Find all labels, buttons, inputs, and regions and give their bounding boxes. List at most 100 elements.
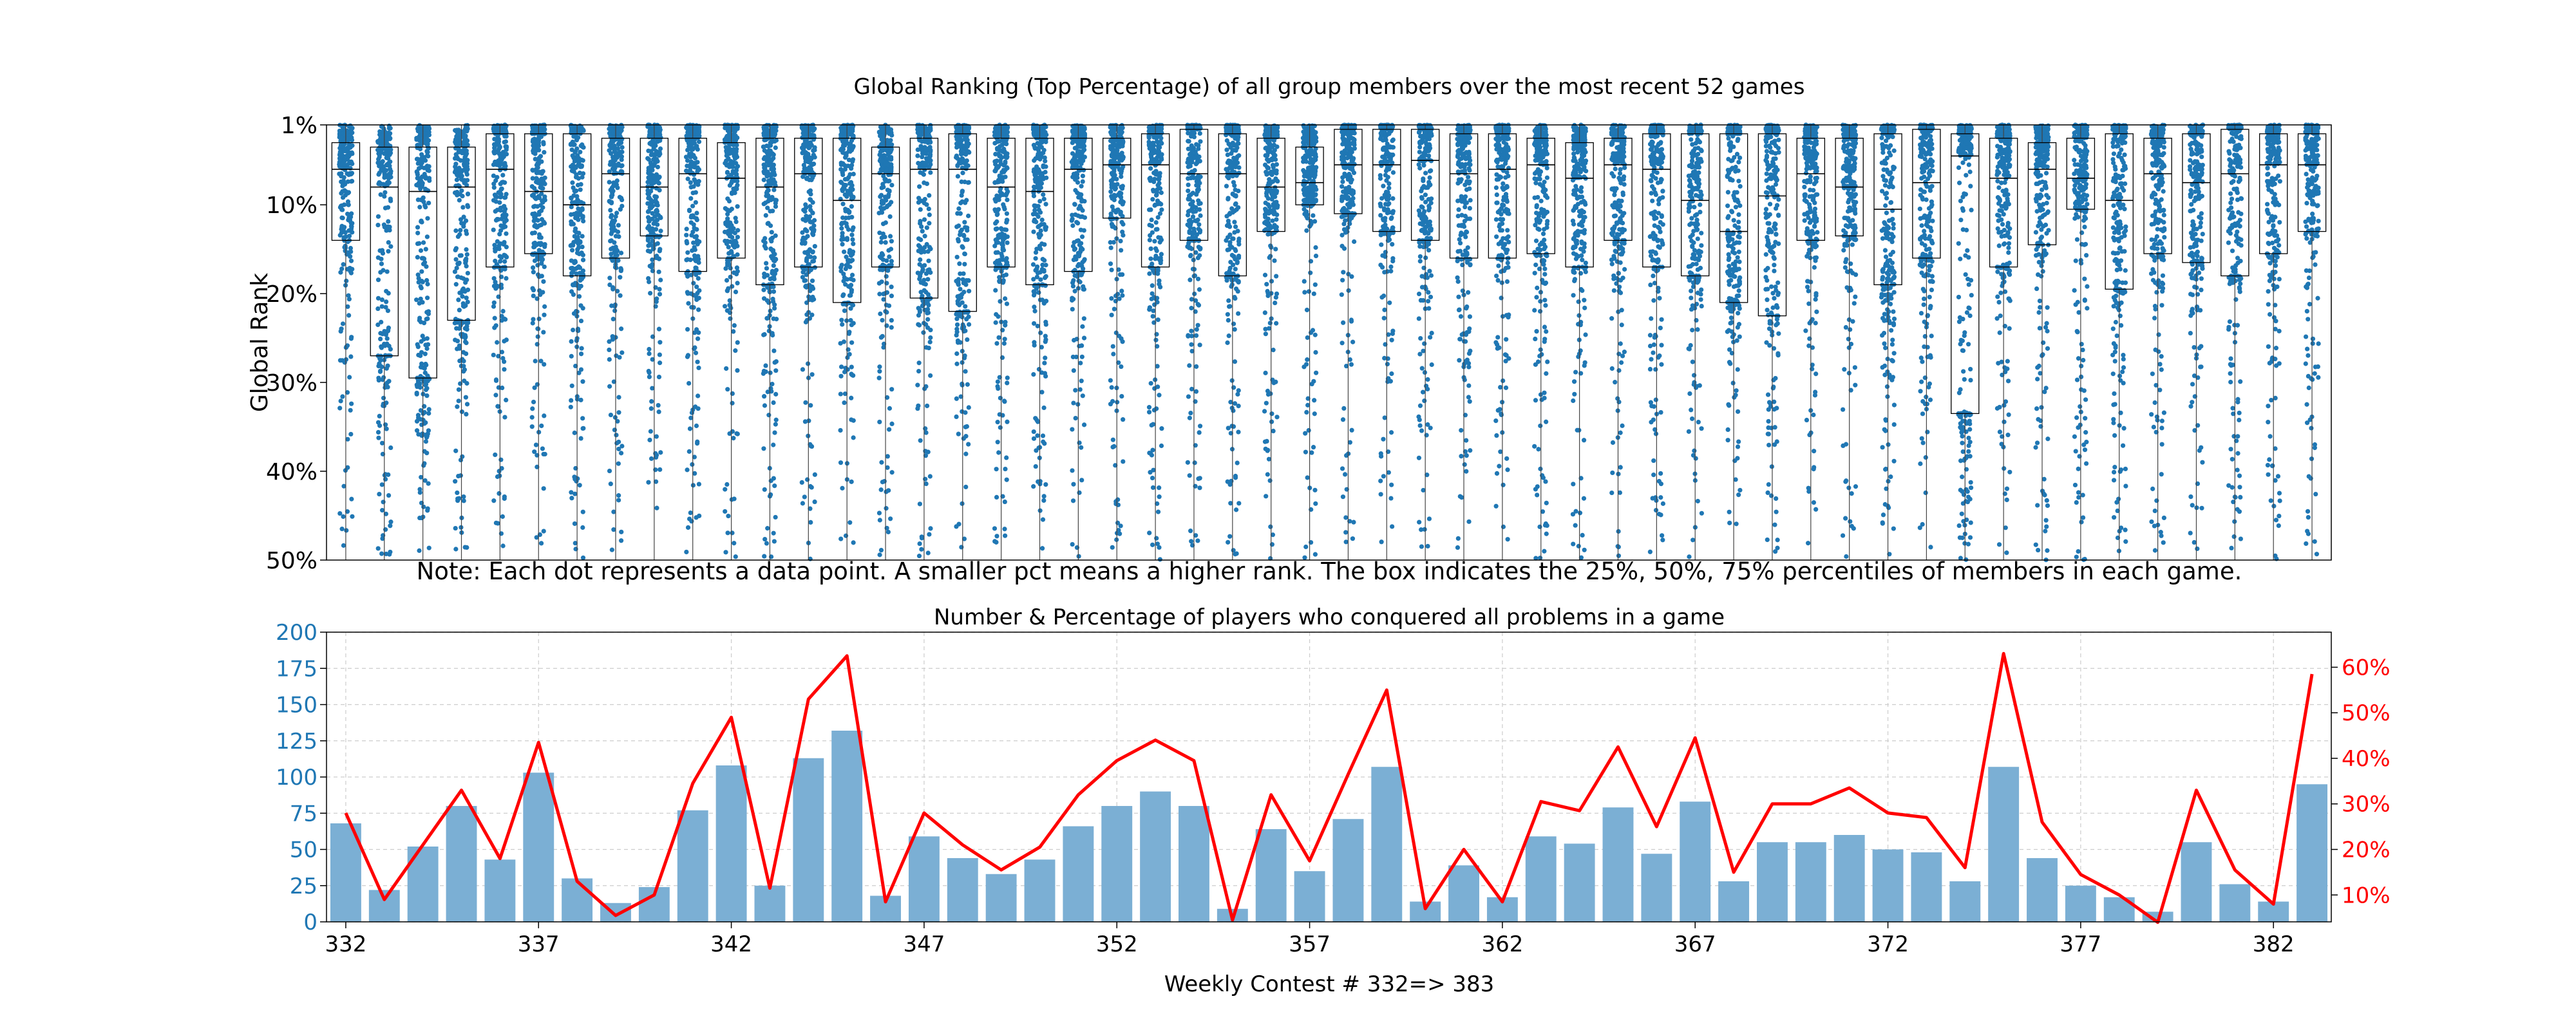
rank-point xyxy=(611,317,616,322)
rank-point xyxy=(1031,169,1036,174)
rank-point xyxy=(419,474,424,480)
rank-point xyxy=(916,200,921,205)
rank-point xyxy=(348,165,353,171)
rank-point xyxy=(342,188,347,193)
rank-point xyxy=(454,265,459,270)
rank-point xyxy=(920,267,925,272)
rank-point xyxy=(384,162,390,167)
rank-point xyxy=(461,369,466,374)
rank-point xyxy=(842,249,847,254)
rank-point xyxy=(922,151,927,156)
rank-point xyxy=(686,301,691,306)
rank-point xyxy=(578,164,583,169)
rank-point xyxy=(916,236,922,241)
rank-point xyxy=(499,318,504,323)
rank-point xyxy=(350,130,355,135)
rank-point xyxy=(461,494,466,500)
rank-point xyxy=(535,464,540,469)
rank-point xyxy=(384,269,390,274)
rank-point xyxy=(1031,229,1036,234)
rank-point xyxy=(649,456,654,462)
rank-point xyxy=(884,489,889,494)
rank-point xyxy=(840,188,845,194)
rank-point xyxy=(693,265,698,270)
rank-point xyxy=(493,452,498,458)
rank-point xyxy=(735,281,740,286)
rank-point xyxy=(925,301,931,306)
rank-point xyxy=(886,303,892,308)
rank-point xyxy=(656,326,662,332)
rank-point xyxy=(1040,433,1046,438)
rank-point xyxy=(967,150,972,155)
rank-point xyxy=(645,248,650,254)
rank-point xyxy=(656,409,661,415)
rank-point xyxy=(696,365,701,371)
rank-point xyxy=(839,146,844,151)
rank-point xyxy=(917,244,923,249)
rank-point xyxy=(927,159,933,164)
rank-point xyxy=(877,364,882,370)
rank-point xyxy=(800,230,805,235)
rank-point xyxy=(802,494,807,500)
rank-point xyxy=(1036,147,1041,153)
rank-point xyxy=(693,190,698,195)
rank-point xyxy=(383,304,388,310)
rank-point xyxy=(1032,219,1037,224)
rank-point xyxy=(849,323,855,328)
rank-point xyxy=(495,340,500,345)
rank-point xyxy=(618,128,623,133)
rank-point xyxy=(882,263,887,268)
rank-point xyxy=(453,257,459,262)
rank-point xyxy=(958,295,964,300)
rank-point xyxy=(808,254,813,259)
rank-point xyxy=(652,219,658,224)
rank-point xyxy=(1039,217,1045,223)
rank-point xyxy=(684,232,689,238)
rank-point xyxy=(918,257,923,262)
rank-point xyxy=(993,320,998,325)
rank-point xyxy=(723,550,728,555)
rank-point xyxy=(379,256,384,261)
rank-point xyxy=(619,326,624,332)
rank-point xyxy=(455,156,460,161)
rank-point xyxy=(840,170,845,175)
rank-point xyxy=(580,268,586,274)
rank-point xyxy=(498,457,504,462)
rank-point xyxy=(464,295,469,301)
rank-point xyxy=(491,276,497,281)
rank-point xyxy=(1040,263,1045,268)
rank-point xyxy=(423,205,428,210)
rank-point xyxy=(492,136,497,142)
rank-point xyxy=(685,176,690,182)
rank-point xyxy=(607,468,612,474)
rank-point xyxy=(696,179,701,185)
rank-point xyxy=(383,476,388,482)
rank-point xyxy=(492,243,497,248)
rank-point xyxy=(608,124,613,130)
rank-point xyxy=(1041,301,1046,306)
rank-point xyxy=(846,174,851,180)
rank-point xyxy=(998,148,1003,153)
rank-point xyxy=(533,240,538,245)
rank-point xyxy=(574,338,579,343)
rank-point xyxy=(1037,198,1043,204)
rank-point xyxy=(500,225,506,230)
rank-point xyxy=(800,270,806,275)
rank-point xyxy=(849,364,854,370)
rank-point xyxy=(577,171,582,176)
rank-point xyxy=(804,205,809,210)
rank-point xyxy=(531,218,536,223)
rank-point xyxy=(377,491,382,497)
rank-point xyxy=(657,286,662,292)
rank-point xyxy=(915,270,920,276)
rank-point xyxy=(772,271,777,276)
rank-point xyxy=(771,263,776,268)
rank-point xyxy=(453,547,459,552)
rank-point xyxy=(609,194,614,200)
rank-point xyxy=(376,182,381,187)
rank-point xyxy=(538,126,544,132)
rank-point xyxy=(421,240,426,245)
rank-point xyxy=(1031,289,1036,294)
rank-point xyxy=(690,145,696,151)
rank-point xyxy=(1005,151,1010,156)
